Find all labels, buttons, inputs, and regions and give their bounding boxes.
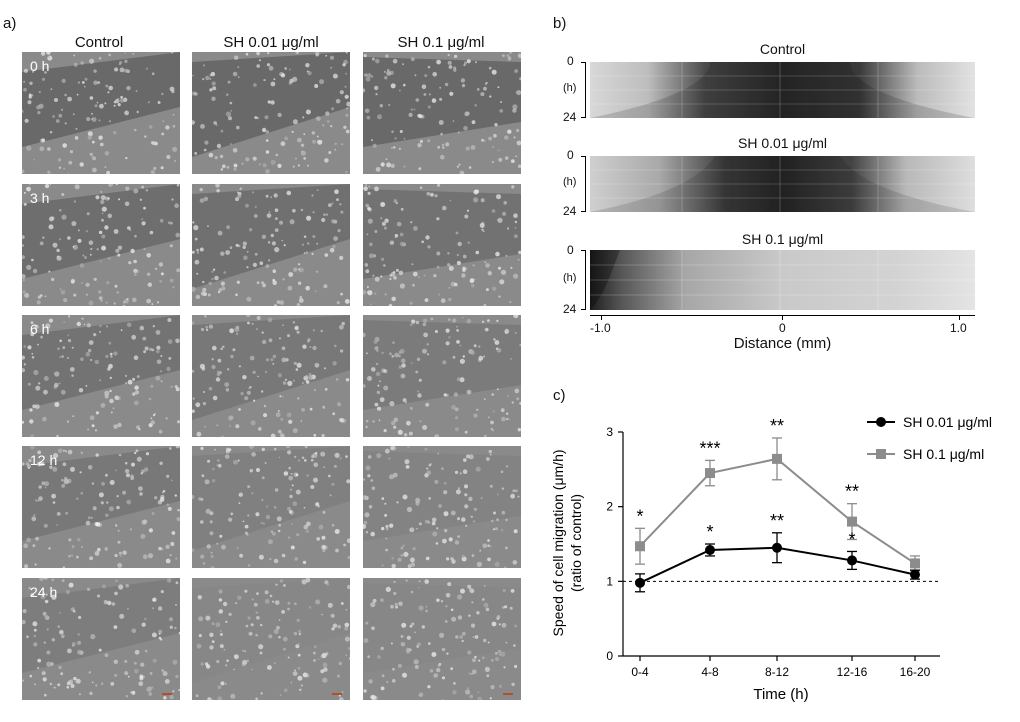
kymo-x-tick-right bbox=[959, 315, 960, 320]
kymo2-y-tick-top bbox=[581, 156, 585, 157]
legend-marker bbox=[876, 449, 886, 459]
significance-label: ** bbox=[770, 416, 784, 436]
scale-bar bbox=[162, 693, 172, 695]
kymograph-title-sh-0.01: SH 0.01 μg/ml bbox=[738, 135, 827, 151]
significance-label: *** bbox=[699, 438, 720, 458]
micrograph-tile: 12 h bbox=[22, 446, 180, 568]
kymo-x-axis-label: Distance (mm) bbox=[733, 335, 832, 352]
kymo-x-tick-label-right: 1.0 bbox=[950, 321, 967, 335]
data-point bbox=[847, 555, 857, 566]
kymograph-sh-0.1 bbox=[590, 250, 975, 310]
chart-x-axis-label: Time (h) bbox=[753, 686, 808, 703]
kymo1-y-bot-label: 24 bbox=[563, 110, 577, 124]
significance-label: * bbox=[706, 522, 713, 542]
migration-speed-chart: Speed of cell migration (μm/h) (ratio of… bbox=[550, 414, 992, 703]
time-point-label: 24 h bbox=[30, 584, 58, 600]
micrograph-tile bbox=[363, 578, 521, 700]
time-point-label: 0 h bbox=[30, 58, 50, 74]
panel-a-letter: a) bbox=[3, 15, 17, 32]
column-header-control: Control bbox=[74, 34, 124, 51]
kymo1-y-tick-bot bbox=[581, 117, 585, 118]
kymo2-y-bot-label: 24 bbox=[563, 204, 577, 218]
data-point bbox=[910, 558, 920, 569]
micrograph-tile bbox=[192, 446, 350, 568]
kymograph-title-sh-0.1: SH 0.1 μg/ml bbox=[741, 231, 824, 247]
kymo3-y-tick-top bbox=[581, 250, 585, 251]
chart-x-tick-label: 12-16 bbox=[837, 665, 868, 679]
panel-c-letter: c) bbox=[553, 387, 566, 404]
kymo1-y-unit-label: (h) bbox=[563, 82, 577, 94]
chart-y-tick-label: 3 bbox=[606, 425, 613, 439]
legend-marker bbox=[876, 417, 886, 427]
kymo-x-tick-left bbox=[601, 315, 602, 320]
chart-x-tick-label: 0-4 bbox=[631, 665, 649, 679]
data-point bbox=[635, 541, 645, 552]
time-point-label: 12 h bbox=[30, 452, 58, 468]
kymo1-y-top-label: 0 bbox=[567, 54, 574, 68]
kymo1-y-tick-top bbox=[581, 62, 585, 63]
column-header-sh-0.1: SH 0.1 μg/ml bbox=[397, 34, 485, 51]
significance-label: ** bbox=[770, 511, 784, 531]
chart-x-tick-label: 4-8 bbox=[701, 665, 719, 679]
chart-x-tick-label: 8-12 bbox=[765, 665, 789, 679]
significance-label: * bbox=[848, 529, 855, 549]
micrograph-tile bbox=[363, 52, 521, 174]
kymograph-sh-0.01 bbox=[590, 156, 975, 212]
chart-y-axis-label-2: (ratio of control) bbox=[568, 494, 584, 592]
scale-bar bbox=[503, 693, 513, 695]
chart-x-tick-label: 16-20 bbox=[900, 665, 931, 679]
panel-b-letter: b) bbox=[553, 15, 567, 32]
scale-bar bbox=[332, 693, 342, 695]
data-point bbox=[772, 542, 782, 553]
micrograph-tile bbox=[192, 578, 350, 700]
significance-label: * bbox=[636, 506, 643, 526]
kymo3-y-tick-bot bbox=[581, 309, 585, 310]
time-point-label: 6 h bbox=[30, 321, 50, 337]
kymo3-y-bot-label: 24 bbox=[563, 302, 577, 316]
kymo2-y-unit-label: (h) bbox=[563, 176, 577, 188]
kymo-x-tick-label-left: -1.0 bbox=[590, 321, 611, 335]
micrograph-tile bbox=[363, 184, 521, 306]
kymo2-y-axis bbox=[585, 156, 586, 212]
kymograph-control bbox=[590, 62, 975, 118]
chart-y-tick-label: 1 bbox=[606, 574, 613, 588]
kymograph-title-control: Control bbox=[759, 41, 806, 57]
significance-label: ** bbox=[845, 482, 859, 502]
chart-y-axis-label: Speed of cell migration (μm/h) bbox=[550, 449, 566, 636]
data-point bbox=[772, 453, 782, 464]
micrograph-tile bbox=[363, 315, 521, 437]
micrograph-tile: 3 h bbox=[22, 184, 180, 306]
data-point bbox=[705, 544, 715, 555]
chart-y-tick-label: 2 bbox=[606, 500, 613, 514]
column-header-sh-0.01: SH 0.01 μg/ml bbox=[223, 34, 319, 51]
data-point bbox=[847, 516, 857, 527]
data-point bbox=[910, 569, 920, 580]
kymo-x-tick-label-center: 0 bbox=[779, 321, 786, 335]
kymo3-y-axis bbox=[585, 250, 586, 310]
micrograph-tile bbox=[192, 52, 350, 174]
time-point-label: 3 h bbox=[30, 190, 50, 206]
kymo3-y-unit-label: (h) bbox=[563, 272, 577, 284]
micrograph-tile: 0 h bbox=[22, 52, 180, 174]
micrograph-tile bbox=[363, 446, 521, 568]
kymo-x-tick-center bbox=[782, 315, 783, 320]
micrograph-tile bbox=[192, 184, 350, 306]
data-point bbox=[635, 577, 645, 588]
micrograph-tile: 24 h bbox=[22, 578, 180, 700]
kymo3-y-top-label: 0 bbox=[567, 243, 574, 257]
micrograph-tile bbox=[192, 315, 350, 437]
chart-y-tick-label: 0 bbox=[606, 649, 613, 663]
kymo2-y-top-label: 0 bbox=[567, 148, 574, 162]
legend-label: SH 0.01 μg/ml bbox=[903, 414, 992, 430]
kymo1-y-axis bbox=[585, 62, 586, 118]
data-point bbox=[705, 468, 715, 479]
kymo2-y-tick-bot bbox=[581, 211, 585, 212]
legend-label: SH 0.1 μg/ml bbox=[903, 446, 984, 462]
micrograph-tile: 6 h bbox=[22, 315, 180, 437]
